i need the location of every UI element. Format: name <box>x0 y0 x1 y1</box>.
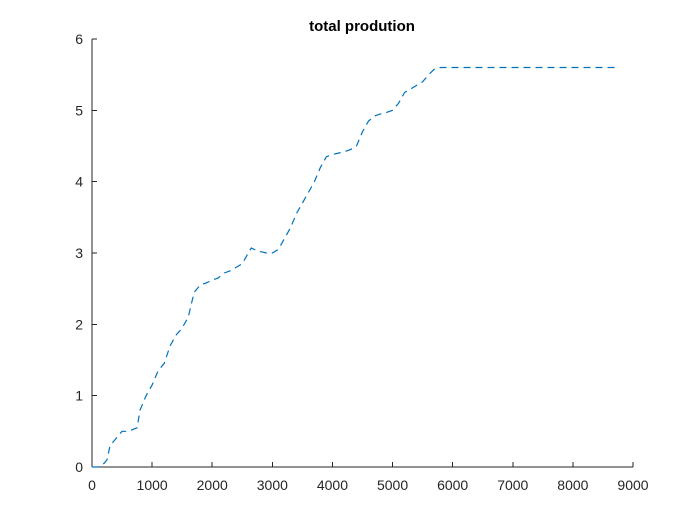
y-tick-label: 0 <box>75 459 83 475</box>
x-tick-label: 7000 <box>497 477 528 493</box>
x-tick-label: 8000 <box>557 477 588 493</box>
x-tick-label: 4000 <box>317 477 348 493</box>
y-tick-label: 6 <box>75 31 83 47</box>
y-tick-label: 4 <box>75 174 83 190</box>
x-tick-label: 5000 <box>377 477 408 493</box>
x-tick-label: 1000 <box>137 477 168 493</box>
y-tick-label: 1 <box>75 388 83 404</box>
x-tick-label: 3000 <box>257 477 288 493</box>
y-tick-label: 5 <box>75 102 83 118</box>
series-layer <box>92 66 615 468</box>
chart-axes: 0 1000 2000 3000 4000 5000 6000 7000 8000 9000 0 1 2… <box>75 31 649 493</box>
x-tick-label: 6000 <box>437 477 468 493</box>
y-tick-label: 2 <box>75 316 83 332</box>
x-tick-label: 2000 <box>197 477 228 493</box>
chart-title: total prodution <box>309 18 415 35</box>
series-line-0 <box>92 66 615 468</box>
x-tick-label: 0 <box>88 477 96 493</box>
y-tick-label: 3 <box>75 245 83 261</box>
x-tick-label: 9000 <box>617 477 648 493</box>
